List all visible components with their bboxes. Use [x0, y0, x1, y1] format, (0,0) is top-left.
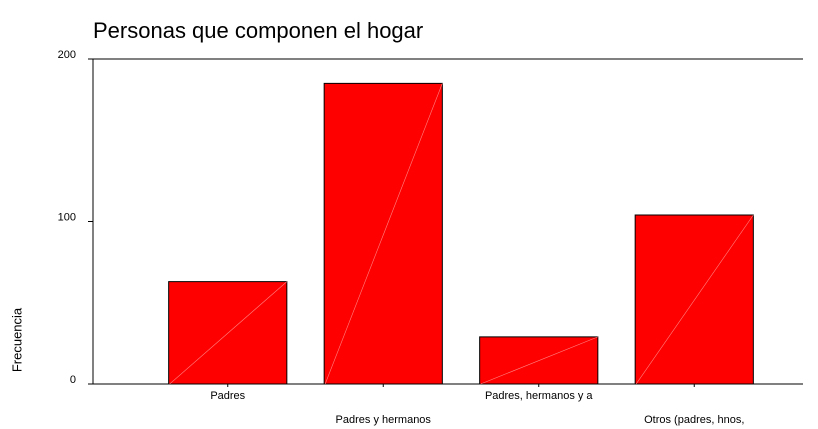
y-axis-label: Frecuencia [9, 307, 24, 372]
y-tick-label: 0 [70, 374, 76, 386]
y-tick-label: 200 [58, 49, 76, 61]
bar-diagonal [169, 281, 288, 385]
bar-diagonal [324, 83, 443, 385]
x-tick-label: Otros (padres, hnos, [644, 414, 744, 426]
bar-diagonal [635, 214, 754, 385]
chart-title: Personas que componen el hogar [93, 18, 423, 43]
y-tick-label: 100 [58, 211, 76, 223]
x-tick-label: Padres [210, 390, 245, 402]
x-tick-label: Padres, hermanos y a [485, 390, 593, 402]
bar-diagonal [480, 336, 598, 385]
x-tick-label: Padres y hermanos [336, 414, 432, 426]
